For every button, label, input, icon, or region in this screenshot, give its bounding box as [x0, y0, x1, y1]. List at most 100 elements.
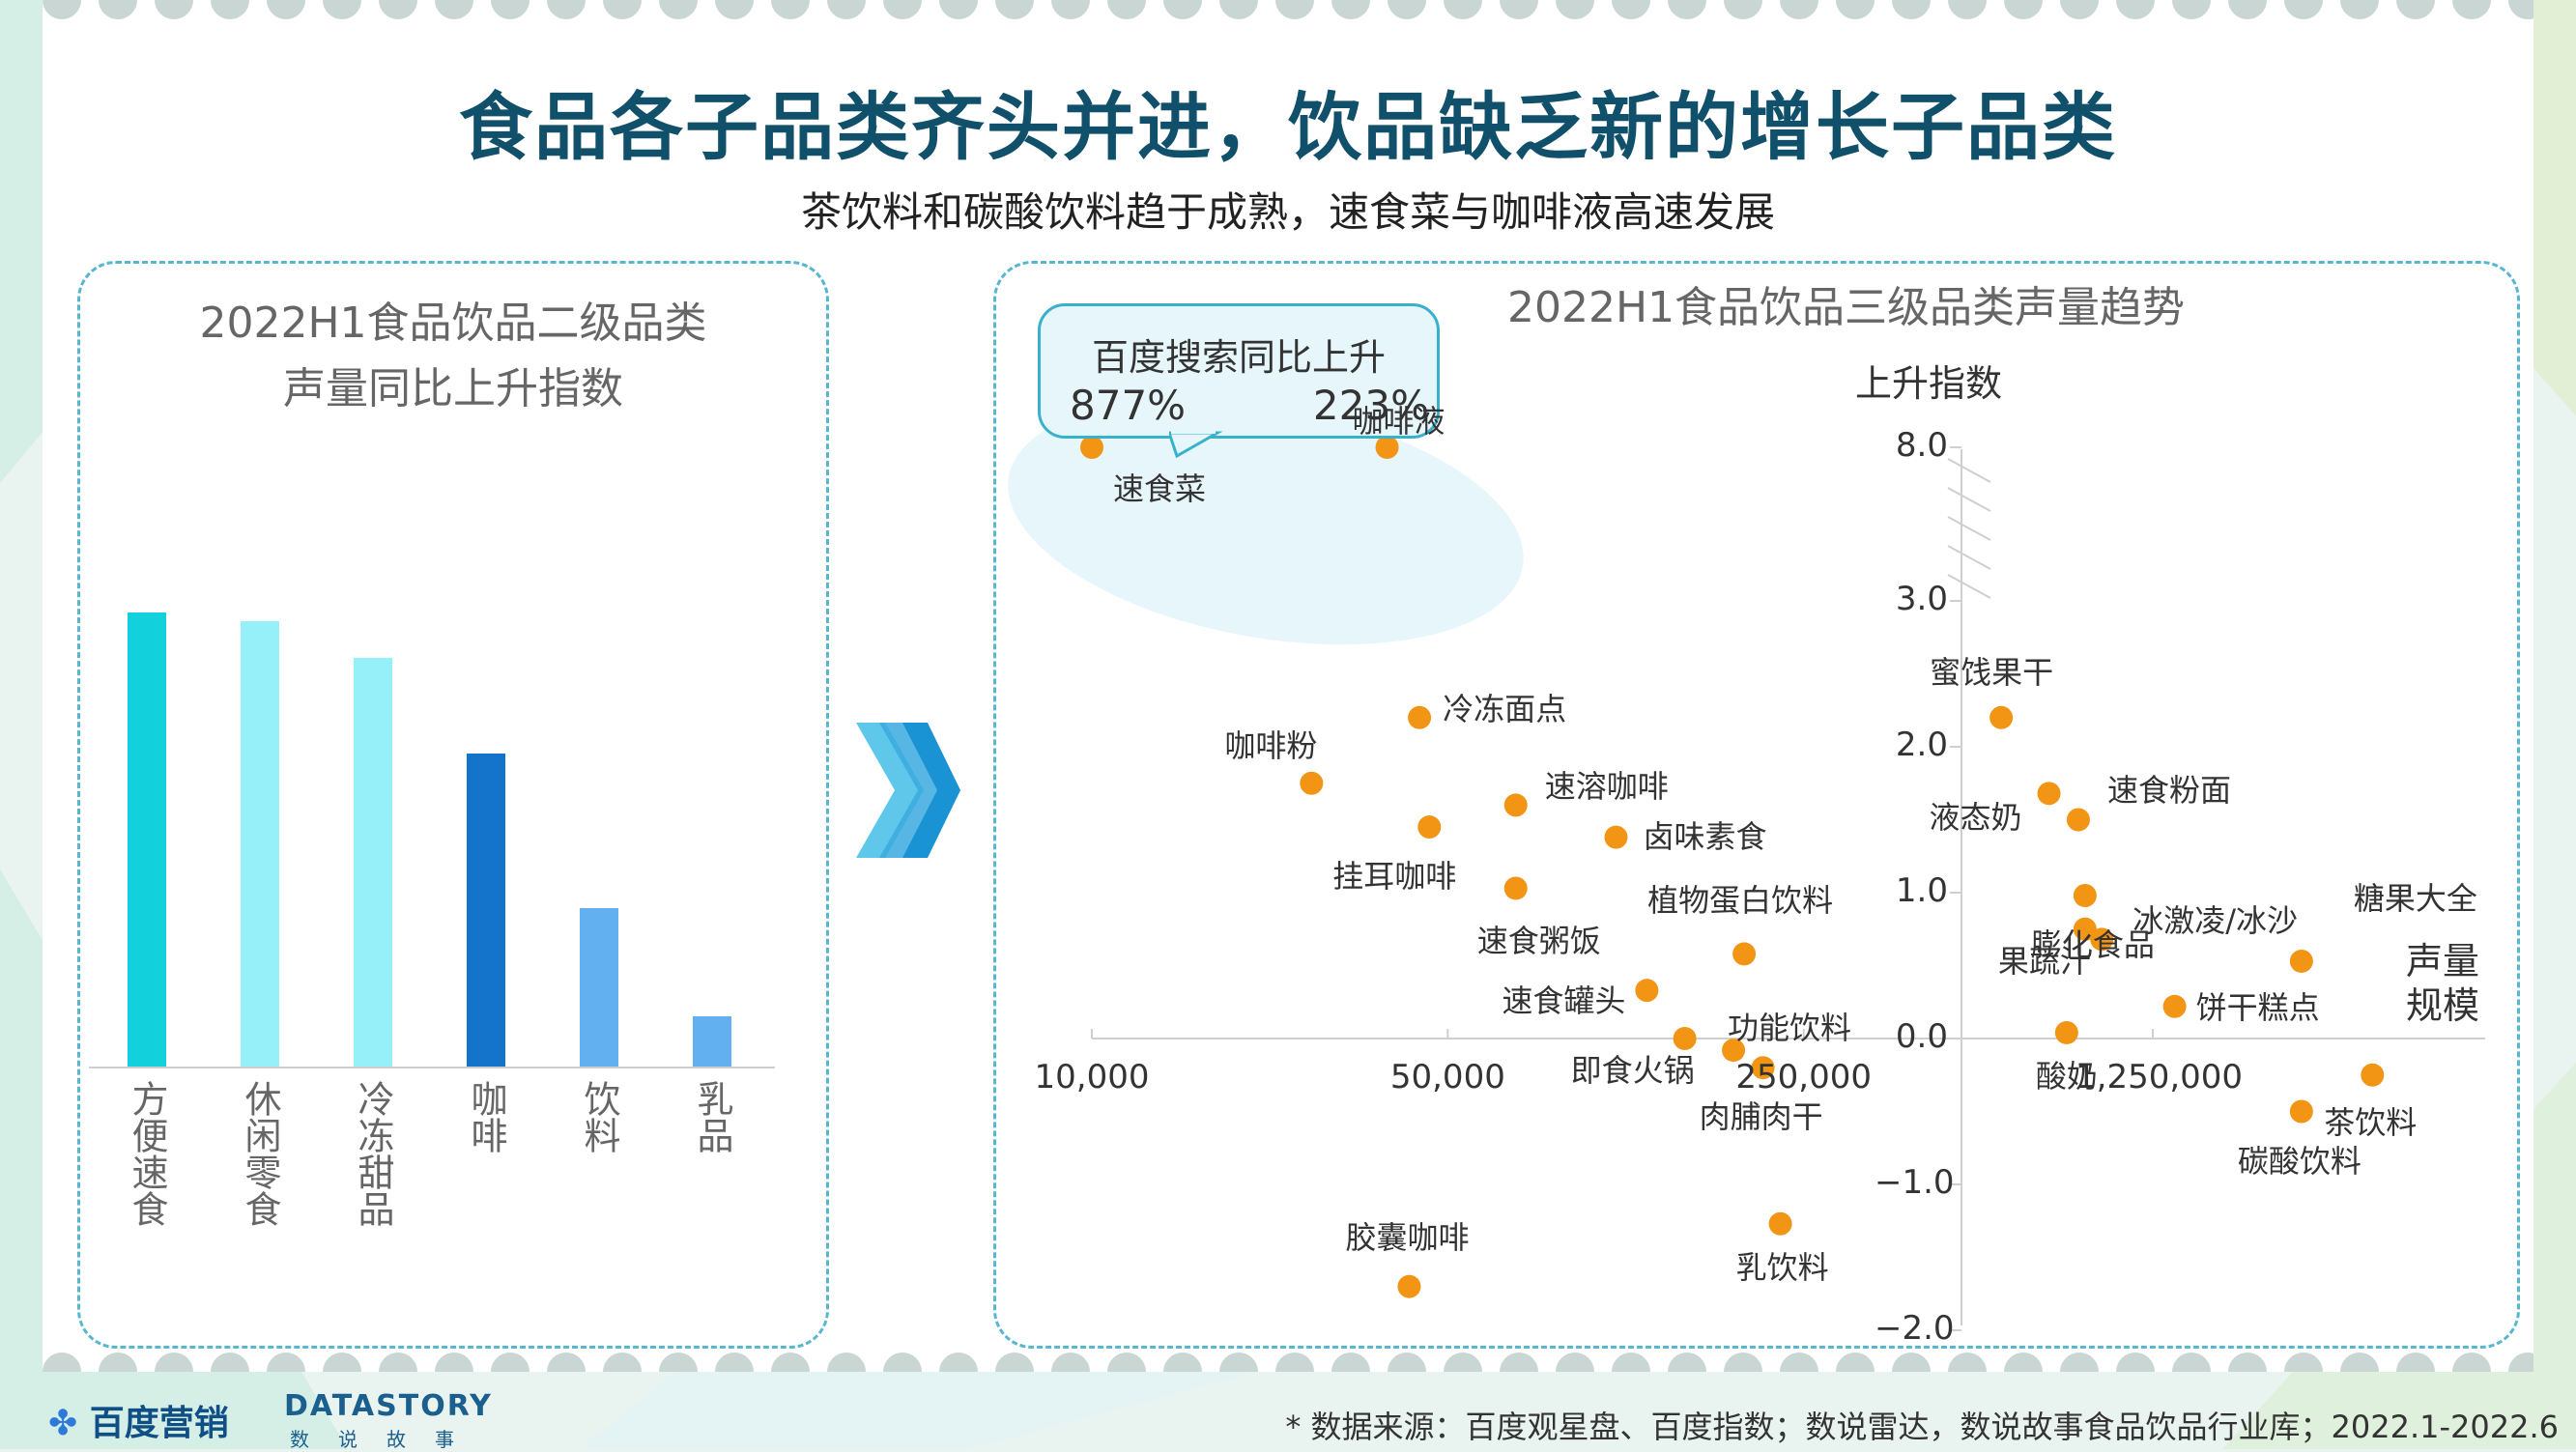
point-肉脯肉干: [1751, 1056, 1775, 1080]
point-label: 咖啡液: [1352, 403, 1445, 440]
x-tick-label: 1,250,000: [2075, 1058, 2244, 1096]
axis-line: [1947, 574, 1991, 599]
bar-category-label: 方便速食: [126, 1080, 168, 1227]
y-axis-title: 上升指数: [1855, 362, 2003, 405]
y-tick-label: 0.0: [1895, 1017, 1948, 1056]
point-label: 速溶咖啡: [1544, 768, 1669, 806]
point-label: 速食菜: [1113, 470, 1207, 507]
stamp-card: [43, 0, 2533, 1372]
datastory-logo-sub: 数说故事: [290, 1428, 483, 1451]
x-tick-label: 250,000: [1735, 1058, 1872, 1096]
axis-line: [1947, 545, 1991, 570]
point-咖啡粉: [1300, 771, 1324, 795]
point-label: 速食粉面: [2106, 771, 2231, 809]
bar-chart: [87, 580, 783, 1067]
search-growth-callout: 百度搜索同比上升 877% 223%: [1038, 303, 1440, 439]
point-酸奶: [2054, 1020, 2078, 1044]
point-卤味素食: [1604, 825, 1628, 849]
point-label: 乳饮料: [1735, 1248, 1829, 1286]
point-即食火锅: [1673, 1027, 1697, 1050]
point-label: 茶饮料: [2324, 1103, 2418, 1141]
baidu-logo-text: 百度营销: [89, 1404, 229, 1443]
point-label: 膨化食品: [2030, 926, 2155, 964]
point-label: 速食粥饭: [1476, 923, 1601, 960]
point-label: 冷冻面点: [1443, 690, 1567, 727]
page-subtitle: 茶饮料和碳酸饮料趋于成熟，速食菜与咖啡液高速发展: [800, 188, 1775, 236]
point-label: 果蔬汁: [1997, 942, 2091, 980]
page-title: 食品各子品类齐头并进，饮品缺乏新的增长子品类: [459, 84, 2117, 170]
baidu-paw-icon: ✤: [48, 1404, 78, 1443]
point-label: 蜜饯果干: [1930, 653, 2054, 691]
scatter-axes: [1091, 446, 2485, 1331]
x-axis-title: 声量规模: [2405, 940, 2479, 1027]
callout-value-1: 877%: [1070, 382, 1187, 429]
point-label: 速食罐头: [1502, 982, 1626, 1020]
datastory-logo: DATASTORY: [284, 1389, 493, 1423]
y-tick-label: 2.0: [1895, 726, 1948, 764]
left-chart-title-line2: 声量同比上升指数: [283, 364, 623, 413]
axis-line: [1947, 487, 1991, 512]
point-label: 卤味素食: [1643, 817, 1767, 855]
highlight-ellipse: [1008, 398, 1524, 645]
point-速溶咖啡: [1503, 793, 1528, 817]
point-label: 冰激凌/冰沙: [2132, 902, 2299, 940]
left-chart-title-line1: 2022H1食品饮品二级品类: [199, 299, 707, 348]
point-label: 碳酸饮料: [2237, 1142, 2361, 1180]
point-膨化食品: [2073, 884, 2097, 908]
right-chart-panel: [993, 261, 2520, 1349]
point-功能饮料: [1722, 1039, 1746, 1063]
point-胶囊咖啡: [1397, 1274, 1421, 1298]
point-label: 即食火锅: [1570, 1052, 1695, 1089]
bar-咖啡: [467, 753, 505, 1067]
chevron-arrow-icon: [856, 723, 960, 858]
point-label: 咖啡粉: [1224, 726, 1318, 764]
bar-休闲零食: [241, 621, 279, 1067]
right-chart-title: 2022H1食品饮品三级品类声量趋势: [1507, 283, 2186, 332]
y-tick-label: 8.0: [1895, 426, 1948, 465]
scatter-points: [1080, 436, 2385, 1298]
point-label: 植物蛋白饮料: [1647, 882, 1834, 920]
point-咖啡液: [1375, 436, 1399, 459]
callout-pointer: [1169, 429, 1223, 458]
point-label: 饼干糕点: [2195, 988, 2320, 1026]
bar-category-label: 休闲零食: [239, 1080, 281, 1227]
bar-饮料: [580, 907, 618, 1067]
y-tick-label: 1.0: [1895, 871, 1948, 910]
callout-value-2: 223%: [1312, 382, 1429, 429]
data-source-note: * 数据来源：百度观星盘、百度指数；数说雷达，数说故事食品饮品行业库；2022.…: [1285, 1409, 2559, 1445]
point-蜜饯果干: [1989, 705, 2014, 729]
point-挂耳咖啡: [1417, 815, 1442, 840]
baidu-marketing-logo: ✤ 百度营销: [48, 1395, 229, 1445]
bar-category-label: 饮料: [578, 1080, 620, 1153]
point-冰激凌/冰沙: [2090, 927, 2114, 952]
point-速食罐头: [1635, 979, 1659, 1003]
point-label: 液态奶: [1929, 799, 2022, 837]
axis-line: [1947, 516, 1991, 541]
y-tick-label: 3.0: [1895, 580, 1948, 618]
axis-line: [1947, 458, 1991, 483]
point-饼干糕点: [2162, 994, 2187, 1018]
bar-category-label: 咖啡: [465, 1080, 507, 1153]
point-植物蛋白饮料: [1732, 942, 1757, 966]
point-label: 挂耳咖啡: [1332, 858, 1457, 896]
point-速食粉面: [2066, 808, 2090, 832]
stamp-scallops: [43, 0, 2533, 1372]
point-液态奶: [2037, 782, 2061, 806]
point-速食菜: [1080, 436, 1103, 459]
point-果蔬汁: [2073, 917, 2097, 941]
bar-乳品: [693, 1016, 731, 1067]
x-tick-label: 50,000: [1389, 1058, 1505, 1096]
bar-category-label: 乳品: [691, 1080, 733, 1153]
point-label: 肉脯肉干: [1699, 1098, 1823, 1136]
point-label: 酸奶: [2035, 1057, 2098, 1095]
callout-label: 百度搜索同比上升: [1091, 336, 1386, 379]
point-茶饮料: [2361, 1063, 2385, 1087]
y-tick-label: −2.0: [1875, 1309, 1955, 1348]
left-chart-panel: [77, 261, 829, 1349]
point-糖果大全: [2289, 949, 2313, 973]
bar-chart-baseline: [89, 1067, 775, 1068]
x-tick-label: 10,000: [1034, 1058, 1150, 1096]
bar-category-label: 冷冻甜品: [352, 1080, 394, 1227]
point-label: 胶囊咖啡: [1345, 1218, 1470, 1256]
